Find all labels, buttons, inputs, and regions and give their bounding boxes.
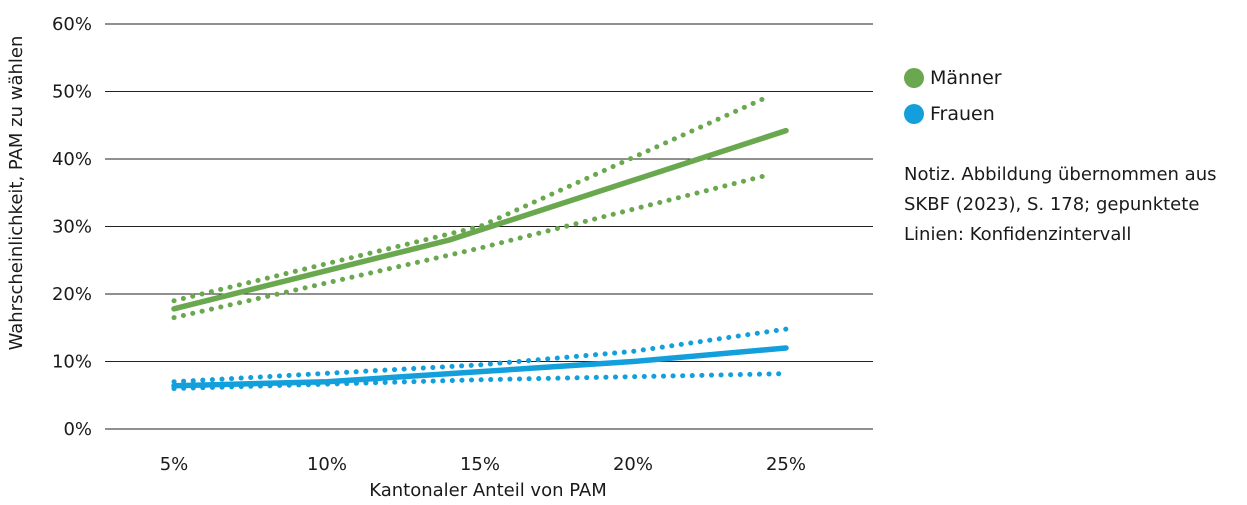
legend-label-frauen: Frauen bbox=[930, 103, 995, 125]
x-tick-label: 10% bbox=[307, 454, 347, 475]
y-tick-label: 30% bbox=[52, 217, 92, 238]
confidence-interval-line bbox=[171, 173, 768, 321]
legend-swatch-maenner bbox=[904, 68, 924, 88]
y-tick-label: 20% bbox=[52, 284, 92, 305]
legend-label-maenner: Männer bbox=[930, 67, 1002, 89]
figure-note: Notiz. Abbildung übernommen aus SKBF (20… bbox=[904, 164, 1217, 245]
confidence-interval-line bbox=[171, 95, 768, 304]
confidence-interval-line bbox=[171, 326, 789, 385]
x-tick-label: 20% bbox=[613, 454, 653, 475]
confidence-interval-line bbox=[171, 371, 789, 391]
y-axis-title: Wahrscheinlichkeit, PAM zu wählen bbox=[6, 36, 27, 351]
y-tick-labels: 0% 10% 20% 30% 40% 50% 60% bbox=[52, 14, 92, 440]
legend-swatch-frauen bbox=[904, 104, 924, 124]
legend: Männer Frauen bbox=[904, 60, 1002, 132]
y-tick-label: 50% bbox=[52, 82, 92, 103]
series-lines bbox=[171, 95, 789, 391]
y-tick-label: 10% bbox=[52, 352, 92, 373]
legend-item-maenner: Männer bbox=[904, 60, 1002, 96]
y-tick-label: 40% bbox=[52, 149, 92, 170]
x-tick-labels: 5% 10% 15% 20% 25% bbox=[160, 454, 806, 475]
series-line bbox=[171, 345, 789, 389]
series-line bbox=[171, 127, 789, 312]
x-tick-label: 15% bbox=[460, 454, 500, 475]
y-tick-label: 0% bbox=[63, 419, 92, 440]
x-tick-label: 5% bbox=[160, 454, 189, 475]
x-tick-label: 25% bbox=[766, 454, 806, 475]
x-axis-title: Kantonaler Anteil von PAM bbox=[369, 480, 607, 501]
y-tick-label: 60% bbox=[52, 14, 92, 35]
legend-item-frauen: Frauen bbox=[904, 96, 1002, 132]
line-chart: 0% 10% 20% 30% 40% 50% 60% 5% 10% 15% 20% 25% Kant… bbox=[6, 14, 873, 501]
